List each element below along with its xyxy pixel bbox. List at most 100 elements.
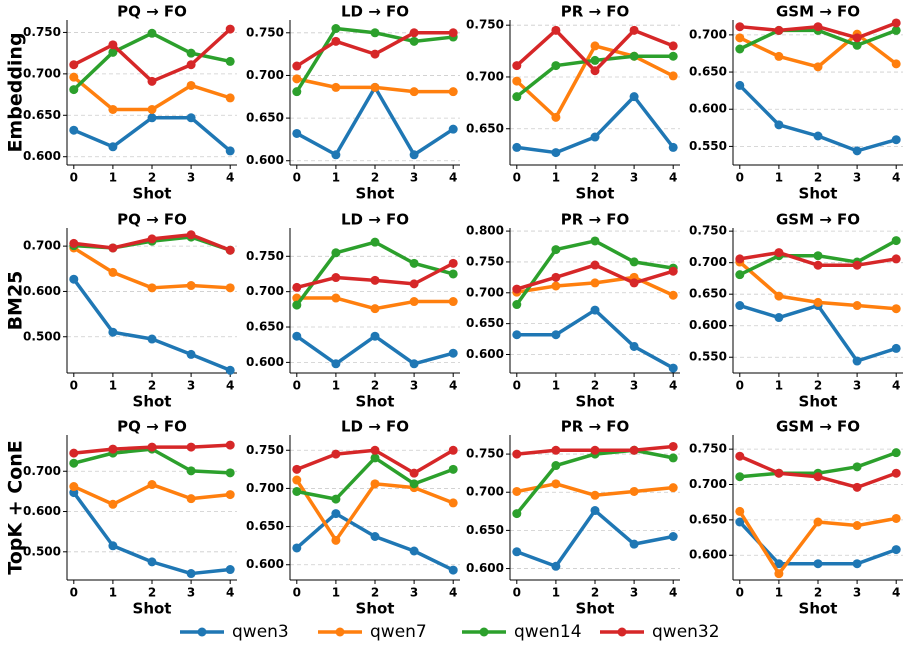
point bbox=[735, 301, 745, 311]
series-line bbox=[738, 84, 897, 153]
y-tick-label: 0.600 bbox=[23, 149, 61, 163]
point bbox=[891, 59, 901, 69]
y-tick-label: 0.800 bbox=[466, 224, 504, 238]
point bbox=[774, 51, 784, 61]
point bbox=[370, 479, 380, 489]
point bbox=[370, 275, 380, 285]
point bbox=[590, 132, 600, 142]
x-tick-label: 4 bbox=[449, 586, 457, 600]
point bbox=[409, 258, 419, 268]
point bbox=[512, 61, 522, 71]
point bbox=[629, 92, 639, 102]
x-tick-label: 3 bbox=[630, 171, 638, 185]
x-tick-label: 2 bbox=[591, 586, 599, 600]
point bbox=[370, 331, 380, 341]
point bbox=[147, 234, 157, 244]
point bbox=[813, 517, 823, 527]
legend-label: qwen7 bbox=[370, 622, 427, 642]
point bbox=[735, 33, 745, 43]
point bbox=[69, 60, 79, 70]
point bbox=[774, 313, 784, 323]
y-tick-label: 0.650 bbox=[689, 65, 727, 79]
y-tick-label: 0.600 bbox=[246, 557, 284, 571]
point bbox=[409, 150, 419, 160]
point bbox=[668, 453, 678, 463]
point bbox=[551, 281, 561, 291]
point bbox=[225, 146, 235, 156]
point bbox=[852, 462, 862, 472]
x-tick-label: 3 bbox=[410, 379, 418, 393]
point bbox=[331, 150, 341, 160]
point bbox=[813, 22, 823, 32]
x-tick-label: 4 bbox=[449, 379, 457, 393]
point bbox=[852, 559, 862, 569]
point bbox=[551, 148, 561, 158]
point bbox=[225, 245, 235, 255]
point bbox=[370, 49, 380, 59]
chart-title: LD → FO bbox=[341, 418, 409, 436]
point bbox=[225, 468, 235, 478]
point bbox=[370, 532, 380, 541]
x-axis-label: Shot bbox=[576, 185, 615, 203]
point bbox=[69, 85, 79, 95]
point bbox=[512, 547, 522, 557]
point bbox=[512, 300, 522, 310]
point bbox=[69, 448, 79, 458]
point bbox=[735, 22, 745, 32]
chart-title: GSM → FO bbox=[776, 418, 860, 436]
point bbox=[668, 483, 678, 493]
x-tick-label: 0 bbox=[736, 586, 744, 600]
point bbox=[292, 87, 302, 97]
point bbox=[590, 55, 600, 65]
point bbox=[186, 60, 196, 70]
point bbox=[590, 305, 600, 315]
point bbox=[668, 266, 678, 276]
point bbox=[409, 479, 419, 489]
point bbox=[409, 36, 419, 46]
x-tick-label: 0 bbox=[513, 379, 521, 393]
point bbox=[186, 349, 196, 359]
point bbox=[331, 82, 341, 92]
series-line bbox=[516, 308, 675, 370]
series-line bbox=[515, 448, 674, 515]
series-line bbox=[516, 508, 674, 569]
point bbox=[370, 453, 380, 463]
point bbox=[186, 48, 196, 58]
point bbox=[735, 451, 745, 461]
point bbox=[891, 513, 901, 523]
point bbox=[147, 557, 157, 567]
point bbox=[891, 545, 901, 555]
point bbox=[409, 297, 419, 307]
point bbox=[813, 472, 823, 482]
x-tick-label: 0 bbox=[293, 586, 301, 600]
point bbox=[331, 36, 341, 46]
y-tick-label: 0.500 bbox=[23, 544, 61, 558]
x-tick-label: 0 bbox=[513, 171, 521, 185]
x-tick-label: 4 bbox=[669, 586, 677, 600]
point bbox=[370, 237, 380, 247]
point bbox=[512, 330, 522, 340]
point bbox=[629, 257, 639, 267]
x-tick-label: 3 bbox=[853, 586, 861, 600]
x-tick-label: 3 bbox=[410, 586, 418, 600]
x-tick-label: 4 bbox=[226, 171, 234, 185]
point bbox=[225, 283, 235, 293]
point bbox=[891, 236, 901, 246]
y-tick-label: 0.700 bbox=[246, 284, 284, 298]
point bbox=[668, 532, 678, 541]
point bbox=[512, 92, 522, 102]
point bbox=[852, 33, 862, 43]
point bbox=[629, 486, 639, 496]
point bbox=[225, 24, 235, 34]
point bbox=[331, 248, 341, 258]
series-line bbox=[295, 85, 455, 157]
point bbox=[629, 341, 639, 351]
x-axis-label: Shot bbox=[356, 393, 395, 411]
point bbox=[370, 445, 380, 455]
x-tick-label: 1 bbox=[552, 171, 560, 185]
point bbox=[774, 559, 784, 569]
point bbox=[774, 248, 784, 258]
chart-title: GSM → FO bbox=[776, 211, 860, 229]
point bbox=[551, 445, 561, 455]
point bbox=[551, 25, 561, 35]
